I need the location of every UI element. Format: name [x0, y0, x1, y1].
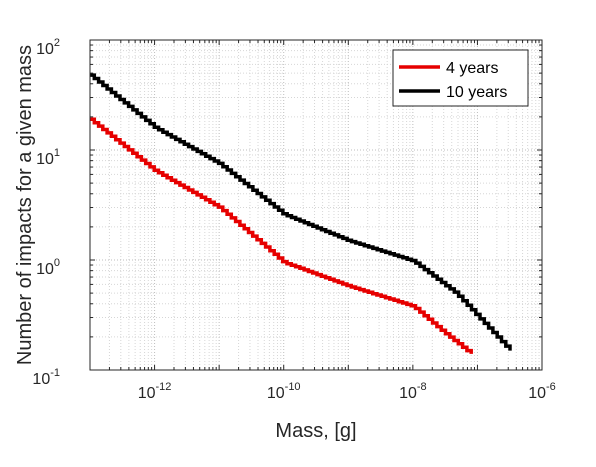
legend-label-10-years: 10 years	[446, 84, 507, 101]
x-tick-label: 10-6	[528, 381, 556, 402]
series-layer	[90, 73, 512, 354]
x-tick-label: 10-8	[399, 381, 427, 402]
x-axis-label: Mass, [g]	[275, 420, 356, 442]
legend-label-4-years: 4 years	[446, 60, 498, 77]
y-tick-label: 102	[36, 37, 60, 58]
series-line-4-years	[90, 117, 473, 354]
x-tick-label: 10-10	[267, 381, 301, 402]
y-axis-label: Number of impacts for a given mass	[14, 45, 36, 365]
legend: 4 years 10 years	[392, 49, 529, 107]
plot-frame	[89, 39, 543, 371]
tick-labels: 10-12 10-10 10-8 10-6 10-1 100 101 102	[32, 37, 555, 402]
y-tick-label: 101	[36, 147, 60, 168]
series-line-10-years	[90, 73, 512, 351]
legend-box	[392, 49, 529, 107]
x-tick-label: 10-12	[138, 381, 172, 402]
y-tick-label: 10-1	[32, 367, 60, 388]
y-tick-label: 100	[36, 257, 60, 278]
ticks	[89, 40, 542, 371]
